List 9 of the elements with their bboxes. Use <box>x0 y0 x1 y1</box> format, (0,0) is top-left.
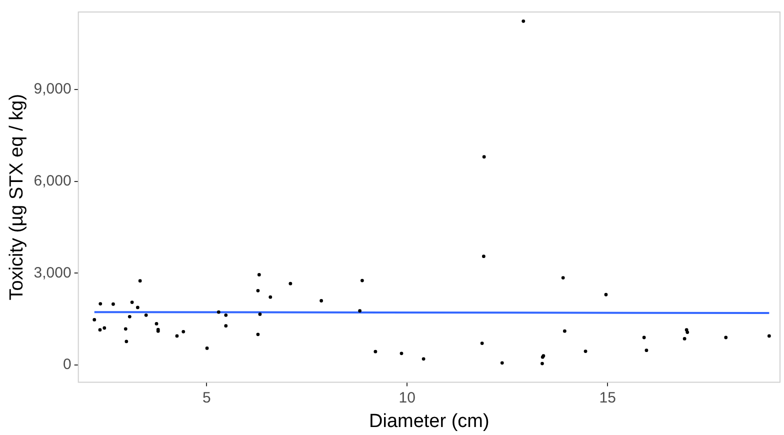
y-tick-label: 9,000 <box>34 80 72 98</box>
y-tick-label: 0 <box>62 356 72 374</box>
x-tick-label: 15 <box>599 389 616 406</box>
x-axis-title: Diameter (cm) <box>368 410 490 432</box>
y-tick-label: 6,000 <box>34 172 72 190</box>
y-tick-label: 3,000 <box>34 264 72 282</box>
y-axis-title: Toxicity (µg STX eq / kg) <box>6 94 28 300</box>
x-tick-label: 10 <box>398 389 416 406</box>
x-tick-label: 5 <box>202 389 211 406</box>
